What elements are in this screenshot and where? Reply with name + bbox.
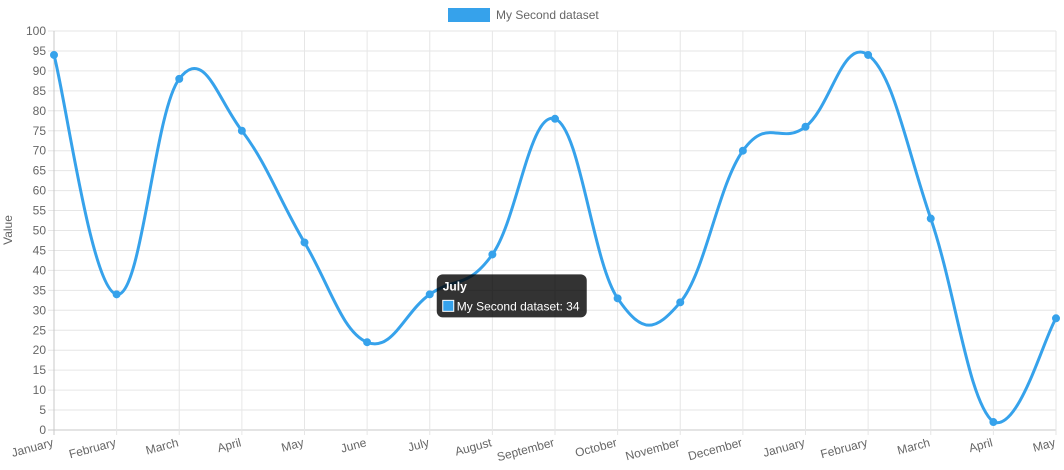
tooltip-background [436,274,587,318]
x-tick-label: June [339,435,368,455]
data-point[interactable] [488,250,497,259]
y-tick-label: 55 [33,204,47,218]
x-tick-label: March [144,435,180,457]
x-gridlines [53,31,1057,435]
y-tick-label: 0 [39,423,46,437]
y-tick-label: 25 [33,323,47,337]
x-tick-label: April [967,435,994,455]
x-tick-label: October [574,435,619,460]
data-point[interactable] [989,418,998,427]
data-point[interactable] [237,126,246,135]
y-tick-label: 40 [33,263,47,277]
data-point[interactable] [175,74,184,83]
x-tick-label: January [10,435,55,460]
data-point[interactable] [676,298,685,307]
y-tick-label: 30 [33,303,47,317]
y-tick-label: 60 [33,184,47,198]
data-point[interactable] [425,290,434,299]
legend-swatch[interactable] [448,8,490,22]
y-tick-label: 20 [33,343,47,357]
x-tick-label: January [761,435,806,460]
y-tick-label: 45 [33,243,47,257]
y-tick-label: 65 [33,164,47,178]
data-point[interactable] [300,238,309,247]
data-point[interactable] [738,146,747,155]
data-point[interactable] [112,290,121,299]
y-tick-label: 70 [33,144,47,158]
y-tick-label: 5 [39,403,46,417]
x-tick-label: July [406,435,430,454]
data-point[interactable] [801,122,810,131]
x-tick-label: May [1031,435,1057,454]
data-point[interactable] [363,338,372,347]
x-tick-label: February [819,435,869,461]
y-tick-label: 35 [33,283,47,297]
y-tick-label: 15 [33,363,47,377]
y-gridlines [48,30,1056,431]
y-tick-label: 75 [33,124,47,138]
data-point[interactable] [613,294,622,303]
x-tick-label: December [687,435,744,463]
legend[interactable]: My Second dataset [448,8,599,22]
x-tick-label: May [280,435,306,454]
data-point[interactable] [551,114,559,123]
x-tick-label: February [67,435,117,461]
data-point[interactable] [1052,314,1060,323]
y-tick-label: 80 [33,104,47,118]
y-axis-ticks: 0 5 10 15 20 25 30 35 40 45 50 55 60 65 70 75 80 85 90 95 10… [26,24,46,437]
x-tick-label: September [495,435,555,464]
y-tick-label: 50 [33,224,47,238]
tooltip-title: July [443,279,467,293]
x-axis-ticks: January February March April May June July Augu… [10,435,1057,464]
legend-label[interactable]: My Second dataset [496,8,599,22]
y-tick-label: 10 [33,383,47,397]
data-point[interactable] [926,214,935,223]
data-point[interactable] [50,50,58,59]
y-tick-label: 95 [33,44,47,58]
x-tick-label: August [453,435,493,458]
y-tick-label: 90 [33,64,47,78]
x-tick-label: March [896,435,932,457]
y-tick-label: 100 [26,24,46,38]
tooltip-swatch [442,299,455,312]
tooltip-label: My Second dataset: 34 [457,299,580,313]
x-tick-label: November [624,435,681,463]
x-tick-label: April [216,435,243,455]
y-axis-title: Value [1,215,15,245]
tooltip: July My Second dataset: 34 [436,274,587,318]
data-points [50,50,1060,427]
data-point[interactable] [864,50,873,59]
y-tick-label: 85 [33,84,47,98]
